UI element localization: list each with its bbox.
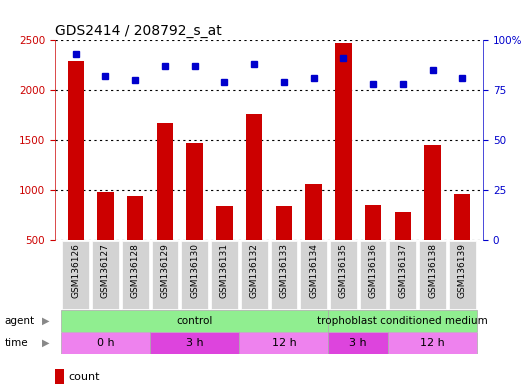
Bar [425,145,441,290]
Text: control: control [176,316,213,326]
Text: GSM136131: GSM136131 [220,243,229,298]
Bar [157,123,173,290]
Bar [454,194,470,290]
FancyBboxPatch shape [328,310,477,332]
Text: GSM136135: GSM136135 [339,243,348,298]
FancyBboxPatch shape [181,242,208,309]
FancyBboxPatch shape [152,242,178,309]
Text: GSM136134: GSM136134 [309,243,318,298]
Text: agent: agent [5,316,35,326]
Text: GSM136139: GSM136139 [458,243,467,298]
Text: GSM136126: GSM136126 [71,243,80,298]
Text: GSM136138: GSM136138 [428,243,437,298]
Bar [394,212,411,290]
Text: 12 h: 12 h [420,338,445,348]
Text: GSM136132: GSM136132 [250,243,259,298]
Bar [365,205,381,290]
FancyBboxPatch shape [330,242,357,309]
FancyBboxPatch shape [122,242,148,309]
FancyBboxPatch shape [270,242,297,309]
FancyBboxPatch shape [300,242,327,309]
Text: GDS2414 / 208792_s_at: GDS2414 / 208792_s_at [55,23,222,38]
Text: 0 h: 0 h [97,338,114,348]
FancyBboxPatch shape [390,242,416,309]
Bar [216,206,233,290]
Text: time: time [5,338,29,348]
FancyBboxPatch shape [360,242,386,309]
Bar [276,206,292,290]
Bar [186,143,203,290]
Text: GSM136133: GSM136133 [279,243,288,298]
Text: GSM136129: GSM136129 [161,243,169,298]
Bar [97,192,114,290]
Bar [335,43,352,290]
FancyBboxPatch shape [449,242,476,309]
FancyBboxPatch shape [239,332,328,354]
Bar [305,184,322,290]
Text: count: count [68,372,100,382]
FancyBboxPatch shape [328,332,388,354]
Text: GSM136136: GSM136136 [369,243,378,298]
Text: 3 h: 3 h [350,338,367,348]
Text: trophoblast conditioned medium: trophoblast conditioned medium [317,316,488,326]
Bar [127,196,144,290]
Text: ▶: ▶ [42,316,49,326]
Text: 3 h: 3 h [186,338,203,348]
Text: GSM136128: GSM136128 [131,243,140,298]
FancyBboxPatch shape [241,242,268,309]
FancyBboxPatch shape [92,242,119,309]
FancyBboxPatch shape [419,242,446,309]
FancyBboxPatch shape [61,310,328,332]
FancyBboxPatch shape [61,332,150,354]
FancyBboxPatch shape [388,332,477,354]
FancyBboxPatch shape [62,242,89,309]
Text: 12 h: 12 h [271,338,296,348]
Text: ▶: ▶ [42,338,49,348]
Text: GSM136127: GSM136127 [101,243,110,298]
Bar [68,61,84,290]
Text: GSM136137: GSM136137 [398,243,407,298]
Text: GSM136130: GSM136130 [190,243,199,298]
FancyBboxPatch shape [150,332,239,354]
Bar [246,114,262,290]
FancyBboxPatch shape [211,242,238,309]
